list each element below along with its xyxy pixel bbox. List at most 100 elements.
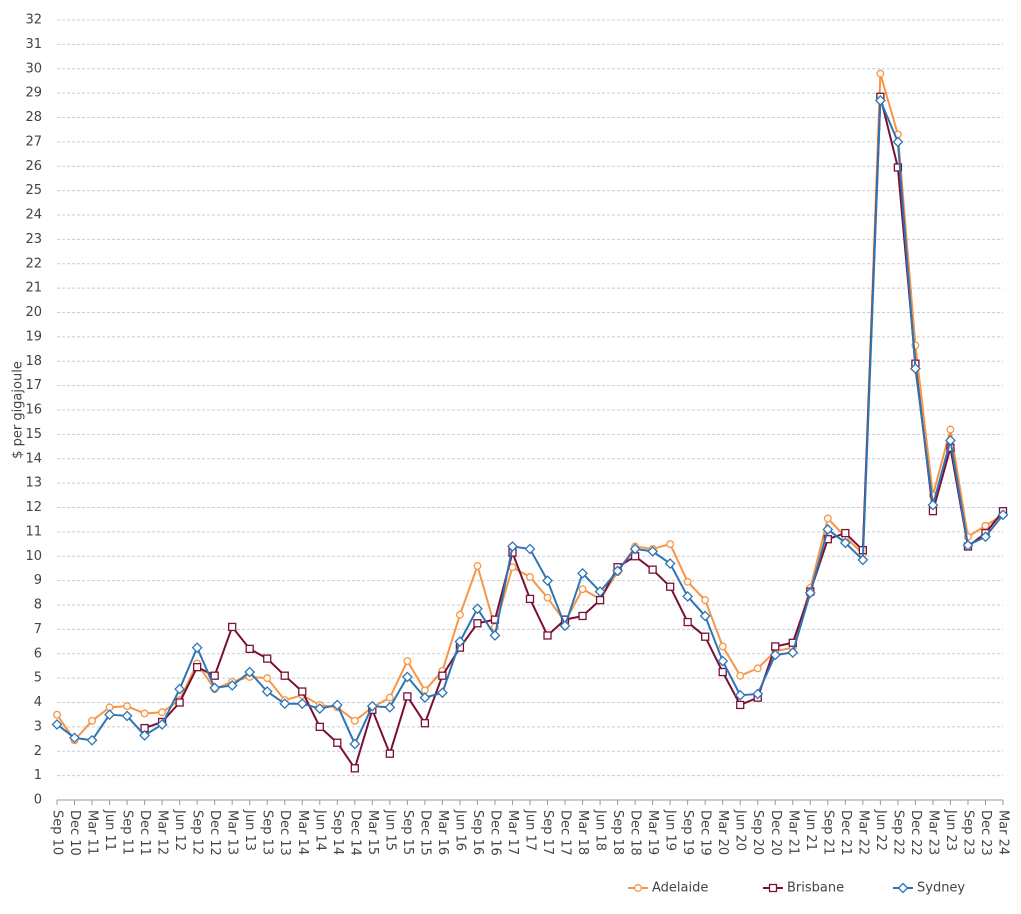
- data-point: [945, 435, 956, 446]
- data-point: [683, 577, 692, 586]
- data-point: [578, 611, 587, 621]
- y-tick-label: 18: [25, 354, 42, 369]
- x-tick-label: Dec 20: [768, 810, 783, 856]
- data-point: [315, 722, 324, 732]
- y-tick-label: 6: [34, 646, 42, 661]
- x-tick-label: Jun 23: [943, 809, 958, 851]
- y-tick-label: 29: [25, 86, 42, 101]
- data-point: [473, 562, 482, 570]
- y-tick-label: 1: [34, 768, 42, 783]
- x-tick-label: Mar 15: [365, 810, 380, 855]
- data-point: [385, 749, 395, 758]
- x-tick-label: Dec 14: [347, 810, 362, 856]
- y-tick-label: 9: [34, 573, 42, 588]
- y-tick-label: 17: [25, 378, 42, 393]
- data-point: [927, 499, 939, 511]
- x-tick-label: Jun 15: [382, 809, 397, 851]
- y-tick-label: 13: [25, 476, 42, 491]
- data-point: [664, 558, 676, 569]
- data-point: [473, 619, 482, 628]
- x-tick-label: Dec 10: [67, 810, 82, 856]
- data-point: [350, 764, 359, 773]
- data-point: [524, 543, 536, 555]
- data-point: [665, 582, 675, 591]
- data-point: [804, 587, 816, 599]
- data-point: [280, 671, 289, 680]
- data-point: [648, 565, 657, 574]
- x-tick-label: Jun 20: [733, 809, 748, 851]
- y-tick-label: 5: [34, 671, 42, 686]
- y-tick-label: 3: [34, 719, 42, 734]
- data-point: [559, 620, 571, 632]
- data-point: [104, 709, 115, 721]
- data-point: [261, 686, 273, 697]
- data-point: [156, 719, 168, 730]
- data-point: [350, 716, 359, 725]
- data-point: [296, 698, 308, 710]
- y-tick-label: 22: [25, 256, 42, 271]
- data-point: [771, 642, 780, 651]
- data-point: [629, 543, 641, 555]
- data-point: [876, 69, 885, 78]
- data-point: [385, 693, 394, 702]
- x-tick-label: Jun 16: [452, 809, 467, 851]
- legend-label: Brisbane: [787, 881, 844, 896]
- x-tick-label: Jun 22: [873, 809, 888, 851]
- data-point: [542, 575, 553, 587]
- data-point: [314, 703, 326, 715]
- data-point: [209, 682, 221, 694]
- x-tick-label: Jun 19: [663, 809, 678, 851]
- x-tick-label: Mar 21: [785, 810, 800, 855]
- x-tick-label: Mar 23: [925, 810, 940, 855]
- x-tick-label: Sep 20: [750, 810, 765, 855]
- data-point: [893, 163, 903, 172]
- x-tick-label: Dec 16: [487, 810, 502, 856]
- data-point: [718, 667, 727, 677]
- data-point: [892, 136, 904, 148]
- series-line: [144, 95, 1004, 770]
- x-tick-label: Jun 17: [523, 809, 538, 851]
- data-point: [839, 537, 851, 549]
- data-point: [718, 642, 727, 651]
- x-tick-label: Jun 11: [102, 809, 117, 851]
- data-point: [701, 596, 710, 605]
- x-tick-label: Sep 13: [260, 810, 275, 855]
- data-point: [701, 632, 710, 641]
- data-point: [612, 565, 624, 577]
- x-tick-label: Sep 23: [960, 810, 975, 855]
- x-tick-label: Dec 22: [908, 810, 923, 856]
- data-point: [436, 687, 448, 699]
- data-point: [245, 644, 254, 654]
- data-point: [210, 671, 219, 680]
- data-point: [736, 700, 745, 710]
- data-point: [158, 708, 167, 717]
- data-point: [191, 642, 203, 654]
- data-point: [683, 617, 692, 627]
- x-tick-label: Sep 15: [400, 810, 415, 855]
- data-point: [455, 610, 464, 619]
- data-point: [543, 593, 552, 602]
- data-point: [472, 603, 483, 615]
- data-point: [717, 655, 729, 667]
- data-point: [228, 622, 237, 632]
- data-point: [543, 631, 552, 640]
- legend-marker: [897, 882, 909, 894]
- x-tick-label: Sep 12: [190, 810, 205, 855]
- data-point: [263, 674, 272, 683]
- data-point: [263, 654, 272, 663]
- x-tick-label: Dec 18: [628, 810, 643, 856]
- y-tick-label: 31: [25, 37, 42, 52]
- data-point: [874, 95, 886, 106]
- data-point: [736, 671, 745, 680]
- data-point: [226, 680, 238, 691]
- data-point: [175, 698, 184, 707]
- y-tick-label: 21: [25, 281, 42, 296]
- x-tick-label: Sep 19: [680, 810, 695, 855]
- y-tick-label: 28: [25, 110, 42, 125]
- data-point: [349, 738, 361, 750]
- y-tick-label: 30: [25, 61, 42, 76]
- x-tick-label: Dec 12: [207, 810, 222, 856]
- x-tick-label: Mar 17: [505, 810, 520, 855]
- data-point: [192, 663, 202, 672]
- x-tick-label: Dec 17: [558, 810, 573, 856]
